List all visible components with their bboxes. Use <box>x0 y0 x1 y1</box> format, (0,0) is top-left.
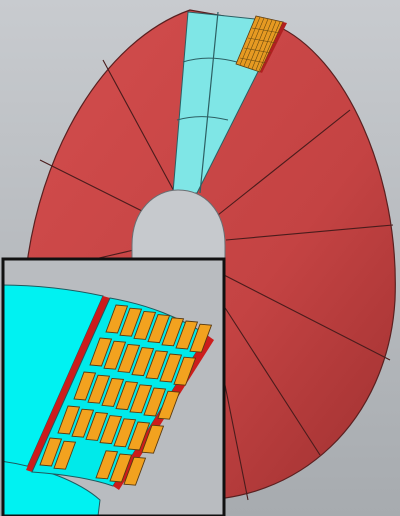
coil-block <box>119 307 143 337</box>
coil-block <box>117 343 141 373</box>
coil-block <box>85 411 109 441</box>
coil-block <box>189 323 213 353</box>
coil-pack-thumbnail <box>235 15 287 73</box>
coil-block <box>105 304 129 334</box>
coil-block <box>89 337 113 367</box>
coil-block <box>145 350 169 380</box>
coil-block <box>53 440 77 470</box>
coil-block <box>157 390 181 420</box>
coil-block <box>173 356 197 386</box>
coil-block <box>71 408 95 438</box>
magnified-inset <box>1 257 226 516</box>
inset-coil-array <box>39 304 213 486</box>
inset-frame <box>1 257 226 516</box>
inset-red-strip-left <box>26 296 110 472</box>
coil-block <box>95 450 119 480</box>
coil-block <box>175 320 199 350</box>
disc-hub <box>131 189 226 266</box>
coil-block <box>159 353 183 383</box>
coil-block <box>73 371 97 401</box>
coil-block <box>57 405 81 435</box>
coil-block <box>99 415 123 445</box>
coil-block <box>123 456 147 486</box>
coil-block <box>103 340 127 370</box>
coil-block <box>115 381 139 411</box>
coil-block <box>161 317 185 347</box>
coil-block <box>101 377 125 407</box>
coil-block <box>39 437 63 467</box>
coil-block <box>141 424 165 454</box>
inset-coolant-bottom <box>2 460 101 516</box>
coil-block <box>87 374 111 404</box>
coil-block <box>147 314 171 344</box>
coil-block <box>143 387 167 417</box>
coil-block <box>109 453 133 483</box>
coil-block <box>133 310 157 340</box>
coil-block <box>129 384 153 414</box>
coil-block <box>113 418 137 448</box>
coil-block <box>131 347 155 377</box>
coil-block <box>127 421 151 451</box>
